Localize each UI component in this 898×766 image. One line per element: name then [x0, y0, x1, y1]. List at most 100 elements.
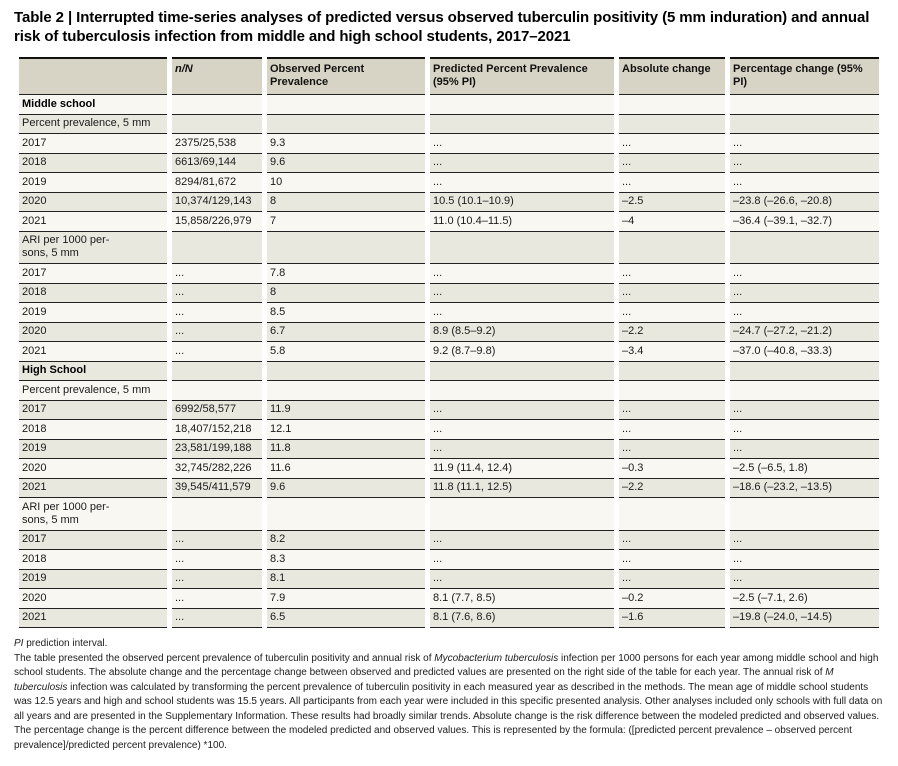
row-label: 2021: [19, 341, 167, 361]
cell: 7.9: [267, 588, 425, 608]
row-label: 2019: [19, 568, 167, 589]
cell: ...: [619, 568, 725, 589]
cell: 8.1 (7.6, 8.6): [430, 607, 614, 629]
cell: ...: [172, 282, 262, 303]
cell: ...: [430, 172, 614, 192]
table-body: Middle school Percent prevalence, 5 mm 201…: [19, 94, 879, 629]
section-row: Middle school: [19, 94, 879, 114]
cell: ...: [430, 399, 614, 420]
cell: –24.7 (–27.2, –21.2): [730, 321, 879, 342]
row-label: 2021: [19, 211, 167, 231]
cell: 7.8: [267, 263, 425, 283]
cell: –2.5 (–7.1, 2.6): [730, 588, 879, 608]
header-row: n/N Observed Percent Prevalence Predicte…: [19, 57, 879, 95]
plain-text: infection was calculated by transforming…: [14, 681, 883, 751]
cell: –4: [619, 211, 725, 231]
row-label: 2020: [19, 321, 167, 342]
cell: ...: [619, 172, 725, 192]
cell: 8.1 (7.7, 8.5): [430, 588, 614, 608]
cell: [730, 94, 879, 114]
column-header-observed-prevalence: Observed Percent Prevalence: [267, 57, 425, 95]
plain-text: infection per 1000 persons for each year…: [14, 652, 879, 679]
cell: [267, 94, 425, 114]
cell: –0.3: [619, 458, 725, 478]
cell: 11.8: [267, 438, 425, 459]
cell: ...: [430, 438, 614, 459]
column-header-n-over-N: n/N: [172, 57, 262, 95]
cell: ...: [730, 133, 879, 153]
cell: [619, 380, 725, 400]
cell: 8294/81,672: [172, 172, 262, 192]
row-label: 2020: [19, 588, 167, 608]
cell: 11.9 (11.4, 12.4): [430, 458, 614, 478]
cell: 9.6: [267, 477, 425, 498]
row-label: 2019: [19, 172, 167, 192]
column-header-predicted-prevalence: Predicted Percent Prevalence (95% PI): [430, 57, 614, 95]
subheader-row: ARI per 1000 per- sons, 5 mm: [19, 497, 879, 530]
cell: 11.0 (10.4–11.5): [430, 211, 614, 231]
italic-text: Mycobacterium tuberculosis: [434, 652, 559, 664]
plain-text: The table presented the observed percent…: [14, 652, 435, 664]
data-row: 2018... 8.3.........: [19, 549, 879, 569]
cell: –19.8 (–24.0, –14.5): [730, 607, 879, 629]
italic-text: PI: [14, 638, 24, 650]
cell: [730, 230, 879, 264]
cell: 6.5: [267, 607, 425, 629]
cell: ...: [172, 568, 262, 589]
cell: –18.6 (–23.2, –13.5): [730, 477, 879, 498]
cell: –1.6: [619, 607, 725, 629]
data-row: 2020 10,374/129,143 8 10.5 (10.1–10.9) –2.5–…: [19, 191, 879, 212]
cell: ...: [430, 419, 614, 439]
cell: ...: [430, 282, 614, 303]
cell: ...: [730, 549, 879, 569]
cell: [172, 230, 262, 264]
section-row: High School: [19, 360, 879, 381]
cell: ...: [430, 549, 614, 569]
cell: ...: [430, 263, 614, 283]
cell: 10.5 (10.1–10.9): [430, 191, 614, 212]
row-label: 2019: [19, 438, 167, 459]
row-label: 2018: [19, 152, 167, 173]
cell: ...: [430, 302, 614, 322]
cell: ...: [619, 152, 725, 173]
cell: –0.2: [619, 588, 725, 608]
italic-text: M tuberculosis: [14, 667, 834, 693]
cell: ...: [730, 172, 879, 192]
cell: ...: [172, 588, 262, 608]
data-row: 2019 8294/81,672 10.........: [19, 172, 879, 192]
data-row: 2018... 8.........: [19, 282, 879, 303]
cell: ...: [619, 282, 725, 303]
cell: [430, 113, 614, 134]
cell: ...: [619, 438, 725, 459]
row-label: 2018: [19, 282, 167, 303]
cell: –23.8 (–26.6, –20.8): [730, 191, 879, 212]
cell: [172, 360, 262, 381]
cell: 8.9 (8.5–9.2): [430, 321, 614, 342]
cell: [730, 360, 879, 381]
cell: ...: [619, 549, 725, 569]
cell: ...: [730, 399, 879, 420]
cell: ...: [172, 341, 262, 361]
cell: –2.2: [619, 321, 725, 342]
cell: 11.9: [267, 399, 425, 420]
row-label: Percent prevalence, 5 mm: [19, 113, 167, 134]
cell: ...: [730, 568, 879, 589]
data-row: 2017... 8.2.........: [19, 529, 879, 550]
data-row: 2017 6992/58,577 11.9.........: [19, 399, 879, 420]
cell: 18,407/152,218: [172, 419, 262, 439]
cell: [172, 380, 262, 400]
cell: ...: [172, 529, 262, 550]
cell: 8: [267, 191, 425, 212]
cell: [619, 113, 725, 134]
cell: [172, 113, 262, 134]
cell: [430, 94, 614, 114]
cell: [267, 497, 425, 530]
table-title: Table 2 | Interrupted time-series analys…: [14, 8, 884, 46]
data-row: 2021... 6.5 8.1 (7.6, 8.6) –1.6 –19.8 (–24.0…: [19, 607, 879, 629]
cell: –2.2: [619, 477, 725, 498]
table-footnote: PI prediction interval. The table presen…: [14, 637, 884, 753]
cell: 9.6: [267, 152, 425, 173]
cell: ...: [430, 529, 614, 550]
cell: ...: [619, 419, 725, 439]
cell: ...: [172, 549, 262, 569]
